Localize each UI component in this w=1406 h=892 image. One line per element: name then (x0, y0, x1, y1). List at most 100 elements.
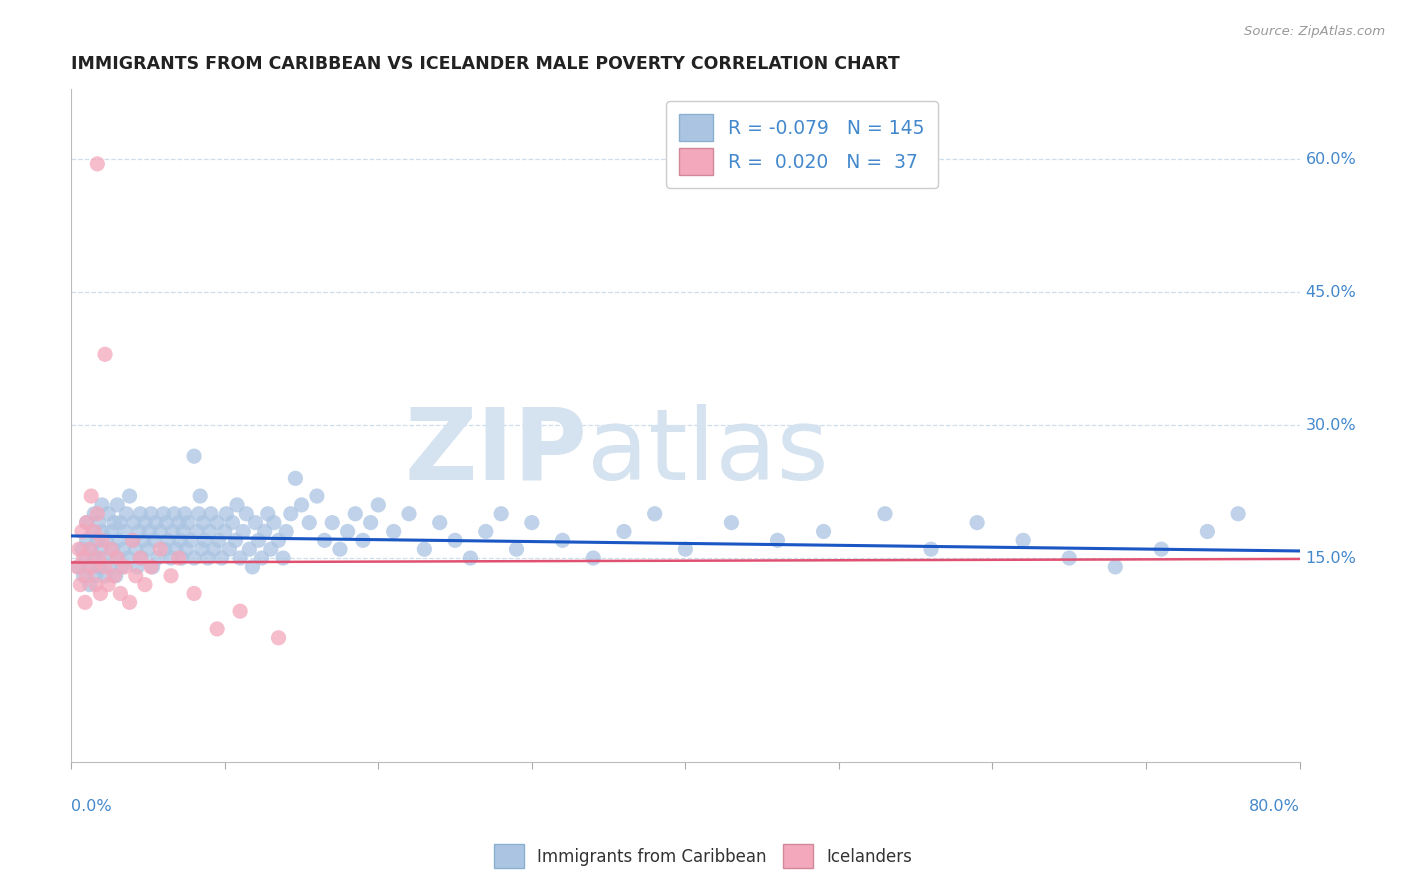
Point (79, 542, 101, 557)
Point (444, 533, 467, 548)
Point (97, 507, 120, 521)
Text: 80.0%: 80.0% (1249, 799, 1299, 814)
Point (96, 533, 118, 548)
Point (105, 498, 128, 512)
Point (118, 489, 141, 503)
Point (143, 533, 166, 548)
Point (429, 516, 451, 530)
Point (76, 533, 98, 548)
Point (87, 551, 110, 566)
Point (122, 516, 145, 530)
Point (215, 507, 238, 521)
Point (413, 542, 436, 557)
Point (183, 551, 205, 566)
Point (520, 516, 543, 530)
Point (214, 524, 236, 539)
Point (360, 516, 382, 530)
Text: 60.0%: 60.0% (1306, 152, 1357, 167)
Point (183, 449, 205, 463)
Point (267, 631, 290, 645)
Point (489, 507, 512, 521)
Point (89, 586, 111, 600)
Point (110, 586, 132, 600)
Point (160, 551, 183, 566)
Point (305, 489, 328, 503)
Point (89, 542, 111, 557)
Point (1104, 560, 1126, 574)
Point (79, 577, 101, 591)
Text: 30.0%: 30.0% (1306, 417, 1357, 433)
Point (115, 507, 138, 521)
Point (205, 516, 228, 530)
Point (382, 524, 405, 539)
Point (138, 524, 160, 539)
Point (136, 542, 159, 557)
Point (245, 516, 267, 530)
Point (69, 577, 91, 591)
Point (83, 507, 105, 521)
Point (280, 507, 302, 521)
Point (91, 524, 114, 539)
Point (100, 542, 122, 557)
Point (83, 551, 105, 566)
Point (112, 542, 135, 557)
Point (103, 568, 125, 582)
Point (72, 568, 94, 582)
Point (226, 498, 249, 512)
Point (93, 551, 115, 566)
Text: atlas: atlas (588, 403, 828, 500)
Point (613, 524, 636, 539)
Point (177, 516, 200, 530)
Point (94, 347, 117, 361)
Point (336, 524, 359, 539)
Point (250, 551, 273, 566)
Point (260, 542, 283, 557)
Point (94, 560, 117, 574)
Point (235, 507, 257, 521)
Point (129, 551, 152, 566)
Point (284, 471, 307, 485)
Point (103, 516, 125, 530)
Point (208, 533, 231, 548)
Point (344, 507, 367, 521)
Point (163, 507, 186, 521)
Point (155, 516, 177, 530)
Point (91, 498, 114, 512)
Point (920, 542, 942, 557)
Point (111, 560, 134, 574)
Point (183, 586, 205, 600)
Point (104, 568, 127, 582)
Point (180, 533, 202, 548)
Text: 45.0%: 45.0% (1306, 285, 1357, 300)
Point (247, 533, 270, 548)
Point (121, 533, 143, 548)
Point (225, 533, 247, 548)
Point (152, 507, 174, 521)
Point (108, 533, 131, 548)
Point (67, 560, 90, 574)
Point (505, 542, 527, 557)
Point (84, 568, 107, 582)
Point (66, 560, 89, 574)
Point (256, 507, 278, 521)
Point (238, 542, 260, 557)
Point (139, 560, 162, 574)
Point (176, 542, 198, 557)
Point (76, 568, 98, 582)
Point (188, 489, 211, 503)
Point (86, 533, 108, 548)
Point (94, 568, 117, 582)
Legend: R = -0.079   N = 145, R =  0.020   N =  37: R = -0.079 N = 145, R = 0.020 N = 37 (666, 102, 938, 188)
Point (218, 542, 240, 557)
Point (582, 551, 605, 566)
Point (1227, 507, 1250, 521)
Point (87, 560, 110, 574)
Point (100, 524, 122, 539)
Point (229, 551, 252, 566)
Point (205, 622, 228, 636)
Point (105, 551, 128, 566)
Point (87, 516, 110, 530)
Point (162, 524, 184, 539)
Point (142, 560, 165, 574)
Point (367, 498, 389, 512)
